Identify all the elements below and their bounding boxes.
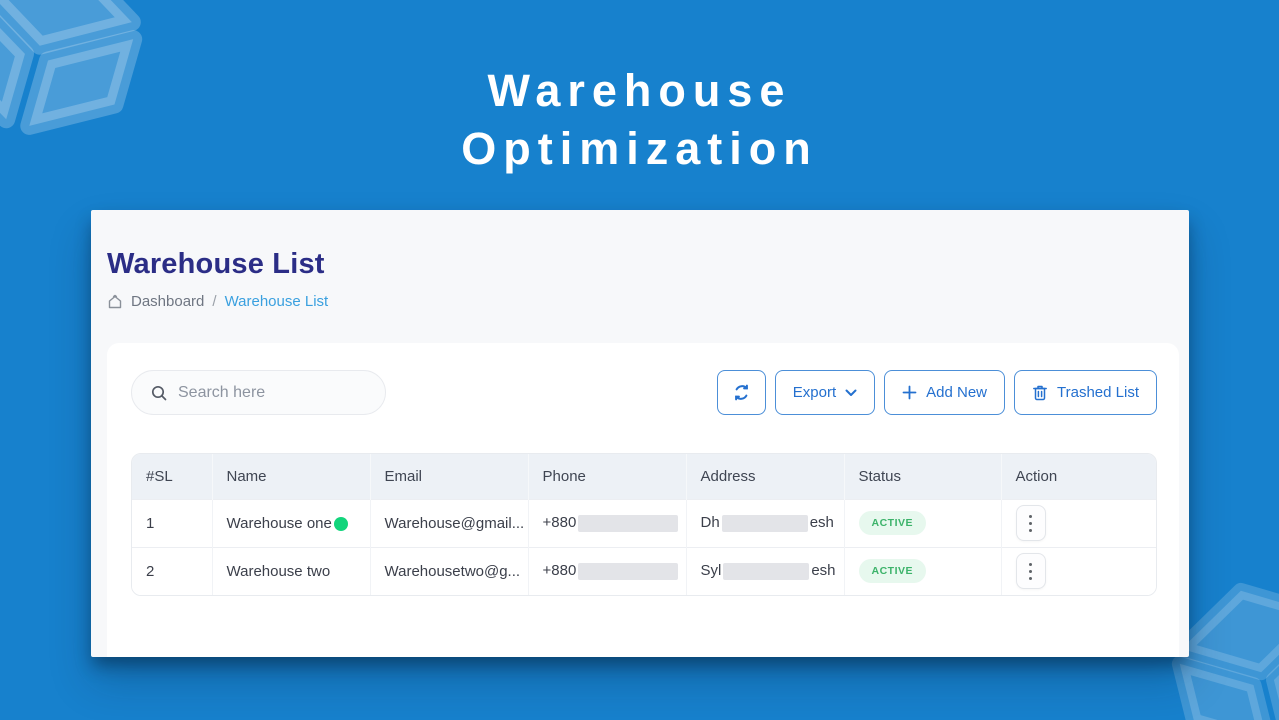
plus-icon — [902, 385, 917, 400]
cell-email: Warehouse@gmail... — [370, 498, 529, 547]
trashed-list-button-label: Trashed List — [1057, 384, 1139, 401]
redacted-phone — [578, 563, 679, 581]
table-row: 1 Warehouse one Warehouse@gmail... +880 … — [132, 498, 1156, 547]
search-box[interactable] — [131, 370, 386, 415]
slide-title-line2: Optimization — [461, 123, 818, 174]
address-prefix: Syl — [700, 562, 722, 580]
cell-sl: 1 — [132, 498, 213, 547]
toolbar: Export Add New — [107, 343, 1179, 415]
column-header-phone: Phone — [528, 454, 687, 499]
cell-status: ACTIVE — [844, 498, 1002, 547]
column-header-action: Action — [1001, 454, 1156, 499]
online-status-dot — [333, 516, 348, 531]
cell-sl: 2 — [132, 546, 213, 595]
search-icon — [150, 384, 168, 402]
chevron-down-icon — [845, 389, 857, 397]
cell-address: Dh esh — [686, 498, 845, 547]
address-suffix: esh — [809, 514, 834, 532]
status-badge: ACTIVE — [858, 559, 927, 584]
refresh-icon — [732, 383, 751, 402]
row-actions-menu-button[interactable] — [1015, 553, 1046, 590]
cell-email: Warehousetwo@g... — [370, 546, 529, 595]
warehouse-table: #SL Name Email Phone Address Status Acti… — [131, 453, 1157, 596]
breadcrumb: Dashboard / Warehouse List — [107, 293, 328, 310]
kebab-menu-icon — [1029, 562, 1032, 566]
status-badge: ACTIVE — [858, 511, 927, 535]
refresh-button[interactable] — [716, 370, 766, 415]
trashed-list-button[interactable]: Trashed List — [1014, 370, 1157, 415]
slide-title: Warehouse Optimization — [0, 62, 1279, 178]
column-header-address: Address — [686, 454, 845, 499]
row-actions-menu-button[interactable] — [1015, 505, 1046, 541]
column-header-status: Status — [844, 454, 1002, 499]
page-title: Warehouse List — [107, 248, 325, 280]
toolbar-buttons: Export Add New — [716, 370, 1157, 415]
add-new-button[interactable]: Add New — [884, 370, 1006, 415]
kebab-menu-icon — [1029, 514, 1032, 518]
breadcrumb-dashboard[interactable]: Dashboard — [131, 293, 205, 310]
warehouse-list-card: Warehouse List Dashboard / Warehouse Lis… — [91, 210, 1189, 657]
warehouse-name: Warehouse one — [226, 514, 332, 532]
home-icon — [107, 294, 123, 310]
column-header-sl: #SL — [132, 454, 213, 499]
table-row: 2 Warehouse two Warehousetwo@g... +880 S… — [132, 546, 1156, 595]
search-input[interactable] — [178, 383, 385, 402]
phone-prefix: +880 — [542, 562, 577, 580]
breadcrumb-current[interactable]: Warehouse List — [224, 293, 329, 310]
export-button-label: Export — [792, 384, 837, 401]
address-suffix: esh — [811, 562, 836, 580]
warehouse-name: Warehouse two — [226, 562, 331, 580]
redacted-phone — [578, 514, 679, 532]
slide-title-line1: Warehouse — [487, 65, 792, 116]
cell-name: Warehouse two — [212, 546, 371, 595]
cell-phone: +880 — [528, 546, 687, 595]
cell-action — [1001, 546, 1156, 595]
address-prefix: Dh — [700, 514, 720, 532]
export-button[interactable]: Export — [774, 370, 876, 415]
breadcrumb-separator: / — [212, 293, 217, 310]
cell-name: Warehouse one — [212, 498, 371, 547]
cell-status: ACTIVE — [844, 546, 1002, 595]
redacted-address — [723, 563, 810, 581]
cell-phone: +880 — [528, 498, 687, 547]
add-new-button-label: Add New — [926, 384, 988, 401]
redacted-address — [721, 514, 808, 532]
trash-icon — [1032, 384, 1048, 401]
phone-prefix: +880 — [542, 514, 577, 532]
column-header-name: Name — [212, 454, 371, 499]
cell-address: Syl esh — [686, 546, 845, 595]
table-header-row: #SL Name Email Phone Address Status Acti… — [132, 454, 1156, 499]
cell-action — [1001, 498, 1156, 547]
column-header-email: Email — [370, 454, 529, 499]
content-panel: Export Add New — [107, 343, 1179, 657]
